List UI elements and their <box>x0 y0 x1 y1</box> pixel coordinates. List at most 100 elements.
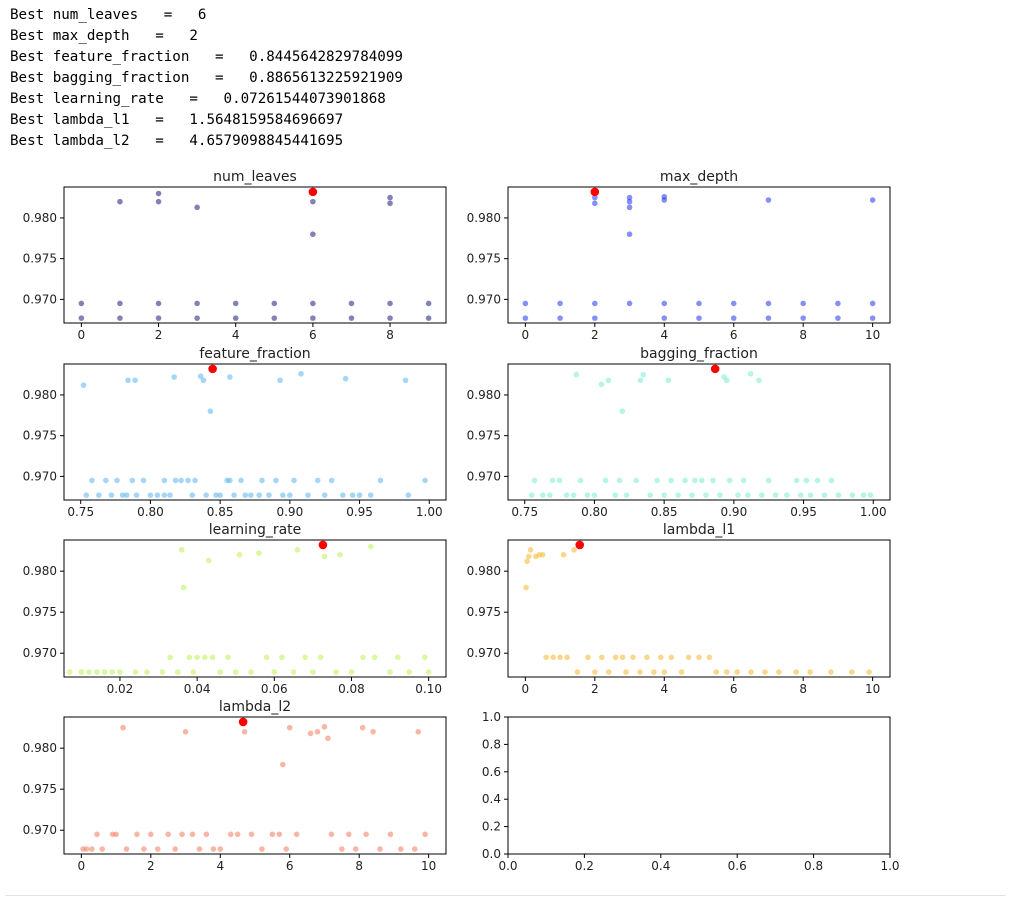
scatter-point <box>217 492 223 498</box>
y-tick-label: 1.0 <box>482 710 501 724</box>
scatter-point <box>584 492 591 498</box>
y-tick-label: 0.970 <box>467 469 501 483</box>
x-tick-label: 6 <box>730 682 738 696</box>
scatter-point <box>232 669 239 675</box>
subplot-learning_rate: learning_rate 0.02 0.04 0.06 0.08 0.10 0.970 0.… <box>23 522 447 696</box>
console-line: Best max_depth = 2 <box>10 28 198 44</box>
scatter-point <box>696 315 702 321</box>
scatter-point <box>227 831 234 838</box>
scatter-point <box>522 315 529 321</box>
scatter-point <box>194 315 200 321</box>
console-line: Best lambda_l2 = 4.6579098845441695 <box>10 133 344 149</box>
scatter-point <box>661 492 667 498</box>
scatter-point <box>523 584 529 591</box>
axes-frame <box>63 716 447 855</box>
output-divider <box>5 895 1006 896</box>
subplot-title: lambda_l2 <box>219 699 291 715</box>
scatter-point <box>678 669 685 675</box>
scatter-point <box>159 669 166 675</box>
scatter-point <box>294 547 301 553</box>
scatter-point <box>248 831 255 838</box>
scatter-point <box>248 492 254 498</box>
scatter-point <box>730 300 737 307</box>
scatter-point <box>310 231 316 238</box>
scatter-point <box>248 669 254 675</box>
scatter-point <box>370 728 376 735</box>
scatter-point <box>167 492 173 498</box>
axes-frame <box>507 363 891 501</box>
scatter-point <box>640 371 647 378</box>
scatter-point <box>398 846 404 852</box>
best-point-marker <box>710 364 720 374</box>
best-point-marker <box>308 187 318 197</box>
scatter-point <box>185 477 191 484</box>
x-tick-label: 4 <box>660 682 668 696</box>
scatter-point <box>89 477 95 484</box>
scatter-point <box>273 477 279 484</box>
scatter-point <box>337 551 343 558</box>
scatter-point <box>668 477 674 484</box>
scatter-point <box>406 669 413 675</box>
console-line: Best feature_fraction = 0.84456428297840… <box>10 49 403 65</box>
scatter-point <box>279 761 286 768</box>
scatter-point <box>279 654 285 661</box>
scatter-point <box>154 492 161 498</box>
x-tick-label: 8 <box>799 682 807 696</box>
scatter-point <box>531 477 538 484</box>
scatter-point <box>172 477 179 484</box>
scatter-point <box>547 492 553 498</box>
scatter-point <box>129 477 136 484</box>
scatter-point <box>762 669 768 675</box>
scatter-point <box>189 492 196 498</box>
scatter-point <box>793 477 800 484</box>
scatter-point <box>744 492 751 498</box>
scatter-point <box>654 477 660 484</box>
scatter-point <box>807 669 813 675</box>
scatter-point <box>387 315 393 321</box>
scatter-point <box>696 300 702 307</box>
scatter-point <box>109 669 116 675</box>
scatter-point <box>194 300 200 307</box>
best-point-marker <box>238 717 248 727</box>
scatter-point <box>83 492 90 498</box>
x-tick-label: 6 <box>286 859 294 873</box>
scatter-point <box>310 198 316 205</box>
scatter-point <box>132 377 138 384</box>
scatter-point <box>377 477 384 484</box>
scatter-point <box>724 377 730 384</box>
scatter-point <box>866 669 872 675</box>
scatter-point <box>835 315 841 321</box>
scatter-point <box>78 315 85 321</box>
x-tick-label: 6 <box>730 328 738 342</box>
best-point-marker <box>575 540 585 550</box>
x-tick-label: 0 <box>78 859 86 873</box>
scatter-point <box>592 315 598 321</box>
x-tick-label: 0 <box>522 682 530 696</box>
scatter-point <box>78 669 85 675</box>
y-tick-label: 0.970 <box>23 292 57 306</box>
scatter-point <box>96 492 102 498</box>
scatter-point <box>179 831 185 838</box>
scatter-point <box>178 477 184 484</box>
y-tick-label: 0.4 <box>482 792 501 806</box>
x-tick-label: 0.90 <box>720 505 747 519</box>
scatter-point <box>623 669 629 675</box>
scatter-point <box>626 204 633 211</box>
scatter-point <box>592 669 598 675</box>
scatter-point <box>740 477 747 484</box>
scatter-point <box>325 735 331 742</box>
scatter-point <box>557 654 563 661</box>
scatter-point <box>415 728 422 735</box>
x-tick-label: 0.90 <box>276 505 303 519</box>
scatter-point <box>797 492 804 498</box>
scatter-point <box>405 492 412 498</box>
y-tick-label: 0.2 <box>482 820 501 834</box>
scatter-point <box>348 315 355 321</box>
scatter-point <box>626 194 633 201</box>
scatter-point <box>86 669 92 675</box>
scatter-point <box>123 846 130 852</box>
scatter-point <box>713 669 720 675</box>
scatter-point <box>425 300 432 307</box>
scatter-point <box>225 654 231 661</box>
subplot-feature_fraction: feature_fraction 0.75 0.80 0.85 0.90 0.95 1.00… <box>23 346 447 519</box>
